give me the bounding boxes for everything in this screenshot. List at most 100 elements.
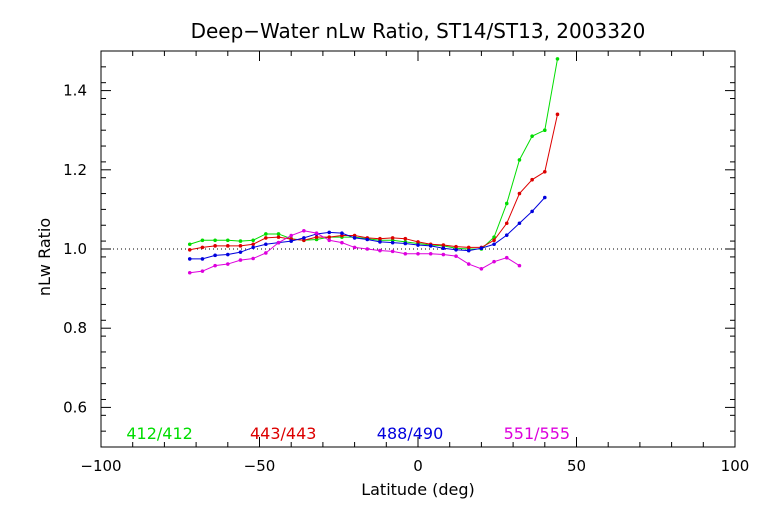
series-point-551-555 [302,228,306,233]
series-point-488-490 [365,237,370,242]
series-point-488-490 [200,257,205,261]
series-point-551-555 [466,262,471,266]
series-point-443-443 [543,169,547,174]
y-tick-label: 1.4 [63,82,87,100]
series-point-488-490 [340,231,344,235]
series-point-488-490 [251,245,255,250]
series-point-488-490 [327,230,332,235]
series-point-551-555 [454,254,458,258]
series-point-443-443 [187,247,192,252]
series-point-551-555 [213,263,217,268]
series-point-443-443 [555,112,560,117]
series-point-488-490 [302,236,306,240]
series-point-412-412 [238,239,243,243]
series-point-443-443 [466,245,471,250]
series-point-488-490 [264,242,268,247]
series-line-443-443 [189,114,558,251]
series-point-488-490 [213,253,217,258]
x-tick-label: −100 [80,457,121,475]
series-point-443-443 [454,244,458,249]
series-point-551-555 [365,247,370,251]
series-point-551-555 [251,256,255,261]
series-point-412-412 [530,134,534,138]
series-point-412-412 [251,238,255,243]
series-point-443-443 [441,243,446,247]
series-point-443-443 [492,238,496,243]
series-point-443-443 [530,177,534,182]
y-tick-label: 1.0 [63,240,87,258]
series-point-412-412 [200,238,205,243]
chart-title: Deep−Water nLw Ratio, ST14/ST13, 2003320 [191,19,646,43]
x-tick-label: 50 [567,457,586,475]
series-point-551-555 [340,240,344,245]
series-point-443-443 [276,235,281,239]
series-point-551-555 [200,269,205,273]
series-point-412-412 [492,235,496,239]
series-point-443-443 [264,236,268,240]
series-point-551-555 [238,258,243,262]
series-layer [187,57,560,275]
series-point-551-555 [314,231,319,235]
series-point-443-443 [238,244,243,248]
series-point-551-555 [352,245,357,250]
series-point-488-490 [504,233,509,237]
series-point-412-412 [504,201,509,206]
legend-layer: 412/412 443/443 488/490 551/555 [126,424,570,443]
series-point-443-443 [390,236,395,240]
series-point-551-555 [226,262,230,266]
series-point-443-443 [517,191,522,196]
series-point-551-555 [187,270,192,275]
legend-label-443-443: 443/443 [250,424,316,443]
x-tick-label: 100 [721,457,750,475]
series-point-443-443 [251,242,255,247]
series-point-551-555 [416,251,420,256]
series-point-443-443 [314,235,319,239]
legend-label-551-555: 551/555 [504,424,570,443]
series-point-412-412 [517,158,522,162]
series-point-488-490 [428,244,433,248]
series-point-551-555 [441,252,446,257]
series-point-488-490 [441,246,446,251]
series-point-488-490 [378,240,382,244]
x-axis-label: Latitude (deg) [361,480,475,499]
series-point-488-490 [289,239,294,243]
series-point-412-412 [276,232,281,236]
series-point-412-412 [543,128,547,132]
series-point-443-443 [403,236,408,241]
series-point-488-490 [530,209,534,214]
series-point-551-555 [264,251,268,255]
y-axis-label: nLw Ratio [35,218,54,296]
series-point-488-490 [492,242,496,247]
series-point-551-555 [378,248,382,253]
series-point-412-412 [187,242,192,247]
series-point-443-443 [504,221,509,226]
legend-label-488-490: 488/490 [377,424,443,443]
series-point-488-490 [238,250,243,254]
series-line-412-412 [189,58,558,250]
y-tick-label: 0.8 [63,319,87,337]
series-point-443-443 [200,245,205,250]
series-point-488-490 [466,248,471,253]
series-point-488-490 [403,241,408,246]
series-point-488-490 [352,236,357,240]
series-point-551-555 [517,263,522,268]
series-point-551-555 [327,238,332,243]
series-point-488-490 [543,195,547,200]
series-point-488-490 [187,257,192,261]
series-point-488-490 [416,243,420,247]
series-point-443-443 [327,235,332,239]
series-point-412-412 [213,238,217,243]
series-point-551-555 [504,255,509,260]
series-point-551-555 [390,249,395,254]
series-point-488-490 [226,252,230,257]
y-tick-label: 0.6 [63,398,87,416]
series-point-551-555 [492,259,496,264]
series-point-443-443 [213,244,217,248]
series-point-488-490 [479,246,484,251]
y-tick-label: 1.2 [63,161,87,179]
series-point-443-443 [378,236,382,241]
series-point-488-490 [454,247,458,252]
series-point-412-412 [264,232,268,236]
series-point-551-555 [428,251,433,256]
